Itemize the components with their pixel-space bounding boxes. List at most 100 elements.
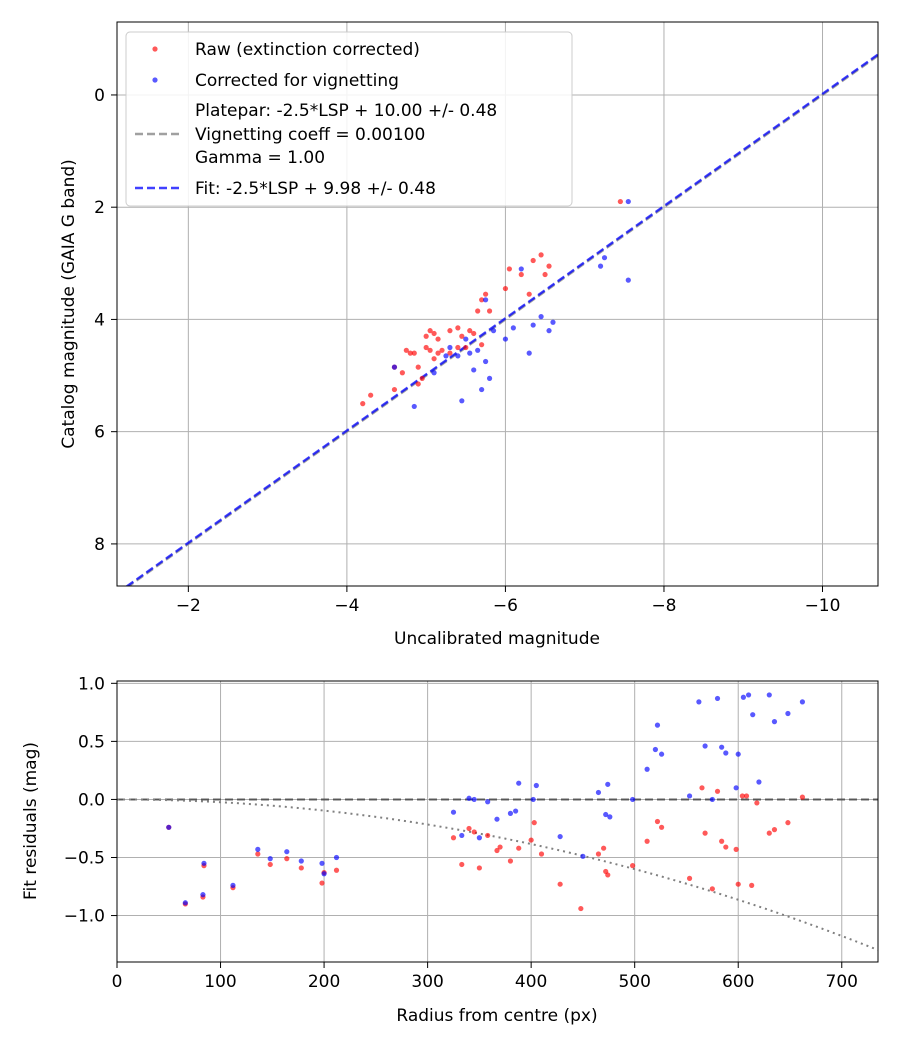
raw-data-point [450,835,457,841]
corrected-data-point [625,277,631,283]
corrected-data-point [333,854,340,861]
raw-data-point [368,392,374,398]
legend-label: Fit: -2.5*LSP + 9.98 +/- 0.48 [195,179,436,199]
corrected-data-point [284,849,290,855]
corrected-data-point [603,811,609,818]
corrected-data-point [507,810,514,816]
raw-data-point [494,847,500,854]
corrected-data-point [459,832,465,839]
x-tick-label: −2 [176,596,201,616]
y-tick-label: 2 [94,198,105,218]
raw-data-point [427,328,433,334]
corrected-data-point [530,796,536,803]
raw-data-point [518,271,524,278]
corrected-data-point [200,892,206,898]
corrected-data-point [463,336,469,342]
y-tick-label: 6 [94,423,105,443]
vignetting-curve [117,798,878,951]
corrected-data-point [745,692,752,698]
corrected-data-point [471,796,477,803]
x-tick-label: 700 [826,972,858,992]
raw-data-point [578,905,584,912]
y-tick-label: 1.0 [78,674,105,694]
raw-data-point [427,347,433,353]
raw-data-point [735,881,741,887]
raw-data-point [538,851,545,857]
y-tick-label: 4 [94,310,105,330]
raw-data-point [617,198,623,205]
corrected-data-point [443,353,449,359]
raw-data-point [459,333,465,339]
raw-data-point [391,386,398,393]
raw-data-point [435,350,441,356]
bottom-x-axis-label: Radius from centre (px) [396,1006,597,1026]
raw-data-point [749,882,755,888]
y-tick-label: −0.5 [64,848,105,868]
x-tick-label: −6 [493,596,518,616]
raw-data-point [506,266,512,272]
corrected-data-point [518,266,524,272]
corrected-data-point [510,325,516,331]
raw-data-point [719,838,725,844]
raw-data-point [423,333,429,339]
raw-data-point [538,252,544,258]
raw-data-point [423,344,429,351]
raw-data-point [799,794,806,800]
raw-data-point [455,325,461,331]
raw-data-point [284,856,290,862]
corrected-data-point [466,795,472,801]
raw-data-point [447,328,453,334]
corrected-data-point [723,750,729,756]
bottom-reference-lines [117,798,878,951]
corrected-data-point [267,856,273,862]
bottom-y-axis-label: Fit residuals (mag) [21,742,41,900]
raw-data-point [699,785,705,791]
corrected-data-point [182,900,188,906]
raw-data-point [447,350,453,356]
raw-data-point [743,793,750,799]
raw-data-point [557,881,563,887]
raw-data-point [605,872,611,878]
corrected-data-point [735,751,741,757]
x-tick-label: 200 [308,972,340,992]
raw-data-point [502,285,509,292]
x-tick-label: 500 [618,972,650,992]
corrected-data-point [750,712,756,718]
legend-marker [152,77,158,83]
corrected-data-point [601,255,608,261]
raw-data-point [319,880,325,886]
corrected-data-point [483,297,489,303]
corrected-data-point [298,858,304,864]
corrected-data-point [485,799,491,805]
raw-data-point [403,347,409,353]
corrected-data-point [597,263,604,269]
corrected-data-point [467,350,473,356]
raw-data-point [733,846,739,852]
raw-data-point [439,347,445,353]
raw-data-point [485,832,491,839]
raw-data-point [595,851,602,857]
raw-data-point [546,263,552,269]
raw-data-point [771,827,778,833]
raw-data-point [531,820,537,826]
corrected-data-point [709,796,715,803]
raw-data-point [497,844,503,850]
corrected-data-point [459,398,465,404]
raw-data-point [415,364,421,370]
corrected-data-point [230,882,236,888]
corrected-data-point [411,403,417,410]
corrected-data-point [502,336,509,342]
bottom-panel: 0 100 200 300 400 500 600 7001.00.50.0−0.5−1.0 … [21,674,879,1026]
raw-data-point [654,818,661,825]
raw-data-point [785,820,791,826]
raw-data-point [435,336,441,342]
corrected-data-point [702,743,708,749]
top-legend: Raw (extinction corrected) Corrected for … [125,31,573,207]
top-y-axis-label: Catalog magnitude (GAIA G band) [59,159,79,449]
corrected-data-point [696,699,702,705]
corrected-data-point [483,358,489,365]
corrected-data-point [719,744,725,750]
raw-data-point [644,838,650,844]
y-tick-label: 0.5 [78,732,105,752]
